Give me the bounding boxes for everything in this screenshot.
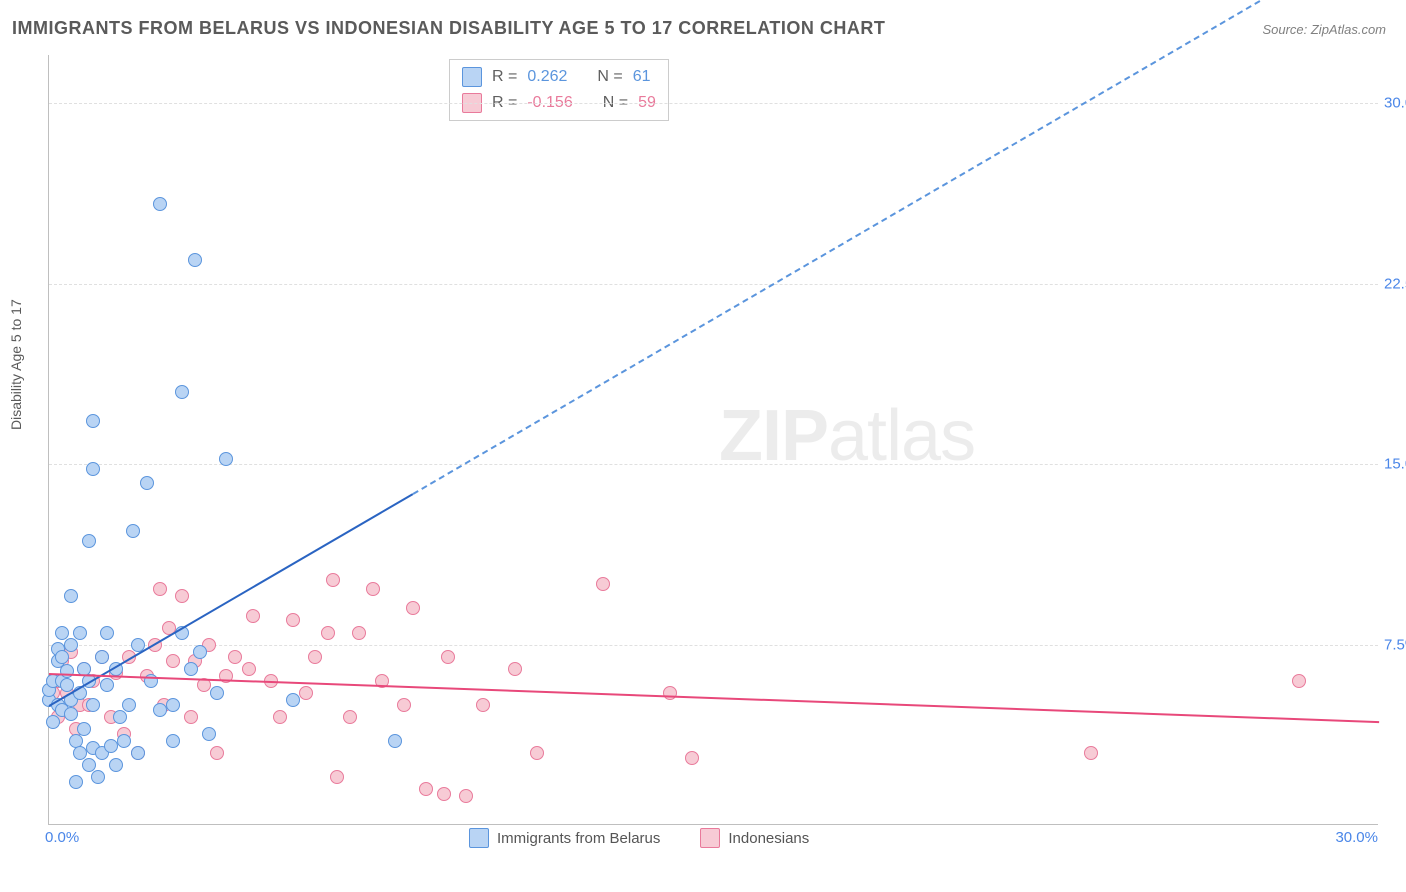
legend-label-2: Indonesians	[728, 830, 809, 847]
data-point	[202, 727, 216, 741]
data-point	[100, 678, 114, 692]
y-axis-label: Disability Age 5 to 17	[8, 299, 24, 430]
r-label-1: R =	[492, 64, 517, 90]
legend-item-2: Indonesians	[700, 828, 809, 848]
data-point	[286, 613, 300, 627]
data-point	[64, 589, 78, 603]
data-point	[126, 524, 140, 538]
data-point	[86, 414, 100, 428]
data-point	[64, 707, 78, 721]
legend-bottom: Immigrants from Belarus Indonesians	[469, 828, 809, 848]
data-point	[246, 609, 260, 623]
data-point	[685, 751, 699, 765]
data-point	[1292, 674, 1306, 688]
data-point	[55, 650, 69, 664]
data-point	[86, 698, 100, 712]
data-point	[166, 698, 180, 712]
data-point	[184, 662, 198, 676]
gridline	[49, 645, 1378, 646]
data-point	[596, 577, 610, 591]
r-value-1: 0.262	[527, 64, 567, 90]
data-point	[153, 703, 167, 717]
data-point	[64, 638, 78, 652]
source-attribution: Source: ZipAtlas.com	[1262, 22, 1386, 37]
data-point	[104, 739, 118, 753]
data-point	[326, 573, 340, 587]
data-point	[308, 650, 322, 664]
plot-area: ZIPatlas R = 0.262 N = 61 R = -0.156 N =…	[48, 55, 1378, 825]
data-point	[219, 452, 233, 466]
data-point	[193, 645, 207, 659]
x-tick-max: 30.0%	[1335, 829, 1378, 846]
data-point	[419, 782, 433, 796]
data-point	[352, 626, 366, 640]
x-tick-min: 0.0%	[45, 829, 79, 846]
y-tick: 30.0%	[1384, 95, 1406, 112]
data-point	[113, 710, 127, 724]
data-point	[95, 650, 109, 664]
data-point	[210, 686, 224, 700]
data-point	[131, 746, 145, 760]
data-point	[82, 534, 96, 548]
y-tick: 7.5%	[1384, 636, 1406, 653]
data-point	[184, 710, 198, 724]
data-point	[321, 626, 335, 640]
gridline	[49, 284, 1378, 285]
chart-title: IMMIGRANTS FROM BELARUS VS INDONESIAN DI…	[12, 18, 885, 39]
data-point	[508, 662, 522, 676]
data-point	[60, 664, 74, 678]
gridline	[49, 464, 1378, 465]
legend-swatch-1	[469, 828, 489, 848]
gridline	[49, 103, 1378, 104]
legend-swatch-2	[700, 828, 720, 848]
data-point	[91, 770, 105, 784]
data-point	[459, 789, 473, 803]
data-point	[86, 462, 100, 476]
n-label-1: N =	[597, 64, 622, 90]
data-point	[330, 770, 344, 784]
legend-stats-row-1: R = 0.262 N = 61	[462, 64, 656, 90]
n-value-1: 61	[633, 64, 651, 90]
data-point	[46, 715, 60, 729]
data-point	[166, 654, 180, 668]
data-point	[117, 734, 131, 748]
trend-line	[49, 673, 1379, 723]
data-point	[1084, 746, 1098, 760]
data-point	[228, 650, 242, 664]
data-point	[397, 698, 411, 712]
legend-stats-box: R = 0.262 N = 61 R = -0.156 N = 59	[449, 59, 669, 121]
data-point	[286, 693, 300, 707]
data-point	[166, 734, 180, 748]
data-point	[153, 582, 167, 596]
data-point	[242, 662, 256, 676]
y-tick: 22.5%	[1384, 275, 1406, 292]
data-point	[175, 589, 189, 603]
data-point	[530, 746, 544, 760]
data-point	[210, 746, 224, 760]
data-point	[69, 775, 83, 789]
data-point	[175, 385, 189, 399]
legend-label-1: Immigrants from Belarus	[497, 830, 660, 847]
data-point	[109, 758, 123, 772]
data-point	[188, 253, 202, 267]
data-point	[388, 734, 402, 748]
data-point	[299, 686, 313, 700]
data-point	[77, 722, 91, 736]
data-point	[437, 787, 451, 801]
data-point	[343, 710, 357, 724]
data-point	[273, 710, 287, 724]
data-point	[406, 601, 420, 615]
data-point	[122, 698, 136, 712]
legend-item-1: Immigrants from Belarus	[469, 828, 660, 848]
data-point	[441, 650, 455, 664]
data-point	[153, 197, 167, 211]
swatch-series-1	[462, 67, 482, 87]
data-point	[100, 626, 114, 640]
data-point	[140, 476, 154, 490]
data-point	[73, 626, 87, 640]
data-point	[476, 698, 490, 712]
data-point	[366, 582, 380, 596]
y-tick: 15.0%	[1384, 456, 1406, 473]
